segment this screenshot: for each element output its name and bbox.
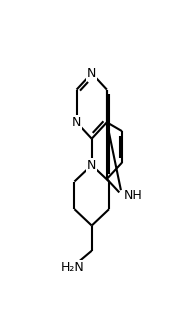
Text: N: N bbox=[87, 67, 96, 80]
Text: N: N bbox=[72, 116, 81, 129]
Text: NH: NH bbox=[124, 189, 142, 202]
Text: H₂N: H₂N bbox=[60, 261, 84, 274]
Text: N: N bbox=[87, 159, 96, 172]
